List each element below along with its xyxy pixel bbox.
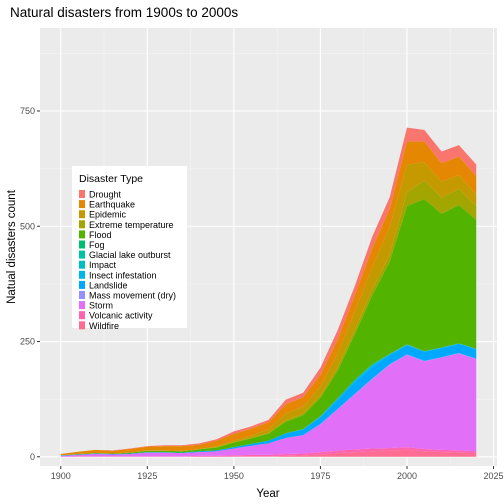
y-tick-label: 750 (20, 106, 35, 116)
legend-title: Disaster Type (79, 173, 143, 185)
area-earthquake (60, 141, 477, 456)
x-tick-label: 1975 (310, 471, 330, 481)
x-axis: 1900 1925 1950 1975 2000 2025 (51, 466, 504, 481)
area-mass-movement-dry (60, 353, 477, 456)
y-tick-label: 250 (20, 337, 35, 347)
y-axis: 0 250 500 750 (20, 106, 40, 462)
x-axis-label: Year (256, 488, 279, 500)
y-axis-label: Natual disasters count (6, 189, 18, 304)
legend-key (79, 321, 85, 330)
legend: Disaster Type DroughtEarthquakeEpidemicE… (72, 166, 187, 331)
legend-label: Landslide (89, 280, 128, 290)
legend-key (79, 311, 85, 320)
legend-key (79, 291, 85, 299)
legend-box (72, 166, 187, 328)
legend-label: Extreme temperature (89, 220, 174, 230)
x-tick-label: 1925 (137, 471, 157, 481)
chart-title: Natural disasters from 1900s to 2000s (10, 5, 238, 20)
x-tick-label: 2025 (484, 471, 504, 481)
x-tick-label: 2000 (397, 471, 417, 481)
y-tick-label: 0 (30, 452, 35, 462)
legend-label: Fog (89, 240, 105, 250)
x-tick-label: 1950 (224, 471, 244, 481)
legend-label: Volcanic activity (89, 311, 153, 321)
legend-key (79, 250, 85, 259)
area-storm (60, 353, 477, 457)
legend-label: Flood (89, 230, 112, 240)
legend-key (79, 240, 85, 249)
legend-key (79, 210, 85, 219)
legend-label: Epidemic (89, 210, 127, 220)
legend-label: Earthquake (89, 200, 135, 210)
legend-key (79, 220, 85, 229)
area-flood (60, 199, 477, 456)
area-wildfire (60, 449, 477, 457)
legend-key (79, 260, 85, 269)
legend-label: Insect infestation (89, 270, 157, 280)
legend-label: Drought (89, 190, 122, 200)
legend-label: Wildfire (89, 321, 119, 331)
legend-key (79, 301, 85, 310)
legend-key (79, 230, 85, 239)
legend-label: Impact (89, 260, 117, 270)
legend-key (79, 190, 85, 198)
legend-label: Storm (89, 301, 113, 311)
legend-label: Mass movement (dry) (89, 291, 176, 301)
y-tick-label: 500 (20, 221, 35, 231)
x-tick-label: 1900 (51, 471, 71, 481)
stacked-areas (60, 127, 477, 457)
legend-key (79, 200, 85, 209)
legend-key (79, 280, 85, 289)
area-volcanic-activity (60, 447, 477, 457)
legend-key (79, 270, 85, 279)
legend-label: Glacial lake outburst (89, 250, 171, 260)
area-landslide (60, 343, 477, 456)
